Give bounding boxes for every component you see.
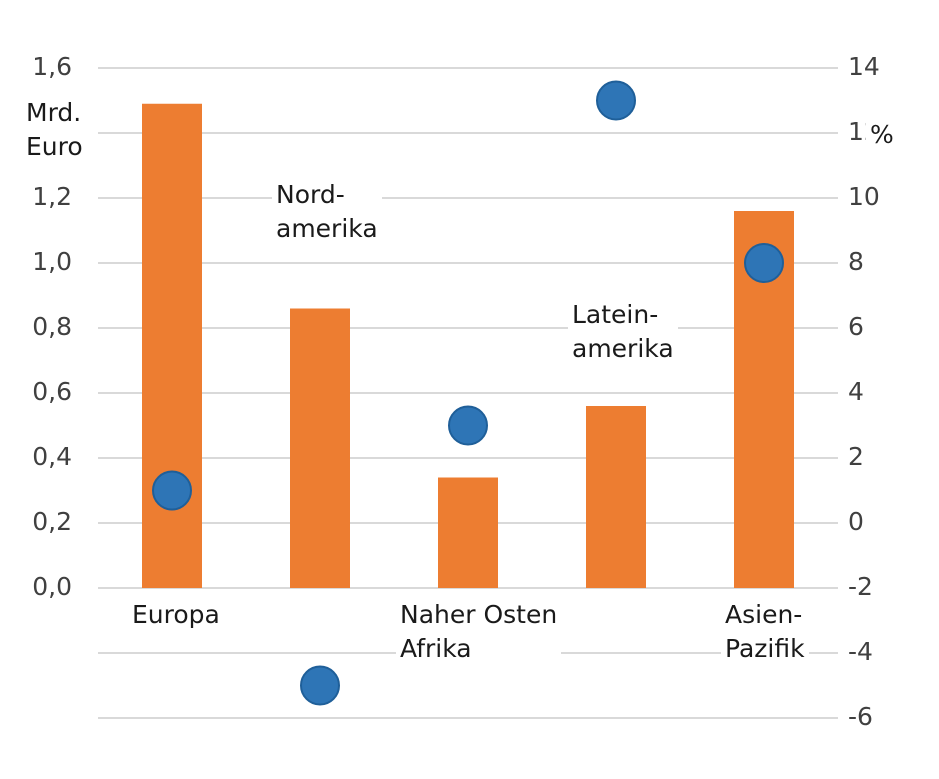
- category-label: Naher Osten Afrika: [396, 598, 562, 666]
- bar: [290, 308, 350, 588]
- y-tick-label: 0,8: [32, 312, 72, 341]
- dot: [448, 405, 488, 446]
- y2-tick-label: 10: [848, 182, 880, 211]
- bar: [142, 103, 202, 588]
- y2-tick-label: 4: [848, 377, 864, 406]
- y-tick-label: 0,4: [32, 442, 72, 471]
- category-label: Nord- amerika: [272, 178, 382, 246]
- y-tick-label: 0,0: [32, 572, 72, 601]
- bar: [438, 477, 498, 588]
- dot: [744, 243, 784, 283]
- y-axis-label: Mrd. Euro: [22, 96, 87, 164]
- dot: [596, 80, 636, 121]
- category-label: Asien- Pazifik: [721, 598, 809, 666]
- y2-tick-label: -6: [848, 702, 873, 731]
- y2-tick-label: 14: [848, 52, 880, 81]
- category-label: Latein- amerika: [568, 298, 678, 366]
- dot: [152, 470, 192, 511]
- y2-tick-label: -4: [848, 637, 873, 666]
- y-tick-label: 1,6: [32, 52, 72, 81]
- y-tick-label: 1,2: [32, 182, 72, 211]
- y-tick-label: 0,6: [32, 377, 72, 406]
- y2-axis-label: %: [866, 118, 898, 152]
- dot: [300, 665, 340, 706]
- y2-tick-label: -2: [848, 572, 873, 601]
- category-label: Europa: [128, 598, 224, 632]
- y-tick-label: 0,2: [32, 507, 72, 536]
- y2-tick-label: 6: [848, 312, 864, 341]
- y-tick-label: 1,0: [32, 247, 72, 276]
- y2-tick-label: 8: [848, 247, 864, 276]
- y2-tick-label: 2: [848, 442, 864, 471]
- bar: [586, 406, 646, 588]
- y2-tick-label: 0: [848, 507, 864, 536]
